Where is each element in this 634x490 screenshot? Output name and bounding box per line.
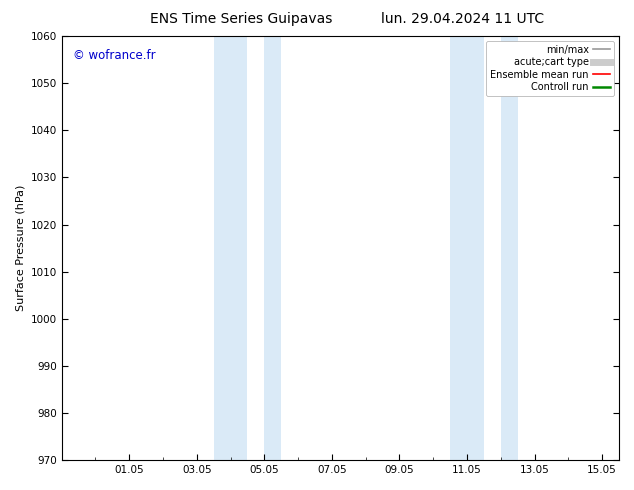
Bar xyxy=(264,36,281,460)
Text: ENS Time Series Guipavas: ENS Time Series Guipavas xyxy=(150,12,332,26)
Bar xyxy=(450,36,484,460)
Y-axis label: Surface Pressure (hPa): Surface Pressure (hPa) xyxy=(15,185,25,311)
Bar xyxy=(501,36,518,460)
Text: lun. 29.04.2024 11 UTC: lun. 29.04.2024 11 UTC xyxy=(381,12,545,26)
Bar xyxy=(214,36,247,460)
Text: © wofrance.fr: © wofrance.fr xyxy=(73,49,155,62)
Legend: min/max, acute;cart type, Ensemble mean run, Controll run: min/max, acute;cart type, Ensemble mean … xyxy=(486,41,614,96)
